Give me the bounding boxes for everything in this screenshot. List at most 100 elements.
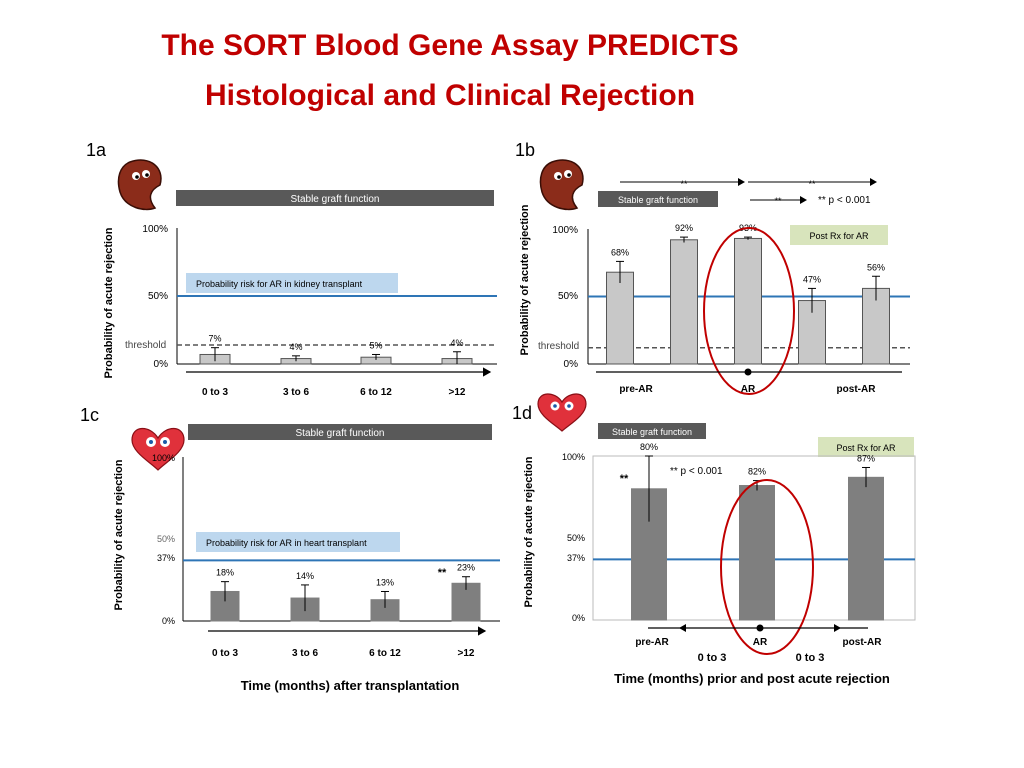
panel-1c: 1c Stable graft function Probability of … xyxy=(80,405,500,693)
panel-1c-category-label: 6 to 12 xyxy=(369,648,401,659)
panel-1b-group-pre-ar: pre-AR xyxy=(619,384,653,395)
panel-1c-value-label: 14% xyxy=(296,571,314,581)
panel-1a-label: 1a xyxy=(86,140,107,160)
panel-1b-sig-1: ** xyxy=(680,179,688,189)
panel-1b-ar-marker xyxy=(744,368,752,376)
panel-1b-bar xyxy=(734,237,762,365)
panel-1d-ar-marker xyxy=(756,624,764,632)
panel-1b-ylabel: Probability of acute rejection xyxy=(519,204,531,355)
panel-1b-ytick-100: 100% xyxy=(552,225,578,236)
panel-1d-note-box xyxy=(818,437,914,457)
panel-1b-note: Post Rx for AR xyxy=(809,231,869,241)
panel-1a-banner xyxy=(176,190,494,206)
panel-1d-highlight-ellipse xyxy=(720,479,814,655)
panel-1c-ytick-37: 37% xyxy=(157,553,175,563)
panel-1b-banner-text: Stable graft function xyxy=(618,195,698,205)
slide-title-line-1: The SORT Blood Gene Assay PREDICTS xyxy=(161,29,739,62)
panel-1d-post-window: 0 to 3 xyxy=(796,652,825,664)
panel-1b-sig-3: ** xyxy=(774,196,782,206)
panel-1d-banner-text: Stable graft function xyxy=(612,427,692,437)
slide-title-line-2: Histological and Clinical Rejection xyxy=(204,79,696,112)
panel-1b-sig-2: ** xyxy=(808,179,816,189)
panel-1b-threshold-label: threshold xyxy=(538,341,579,352)
panel-1a-value-label: 4% xyxy=(289,342,302,352)
panel-1b-value-label: 92% xyxy=(675,223,693,233)
panel-1b-value-label: 56% xyxy=(867,262,885,272)
panel-1c-banner xyxy=(188,424,492,440)
panel-1b-highlight-ellipse xyxy=(703,227,795,395)
panel-1a: 1a Stable graft function Probability of … xyxy=(86,140,497,398)
panel-1b-ytick-0: 0% xyxy=(564,359,579,370)
panel-1a-note-box xyxy=(186,273,398,293)
panel-1a-category-label: 3 to 6 xyxy=(283,387,310,398)
panel-1a-ylabel: Probability of acute rejection xyxy=(103,227,115,378)
panel-1b-value-label: 47% xyxy=(803,274,821,284)
panel-1b-group-ar: AR xyxy=(741,384,756,395)
heart-icon xyxy=(131,427,185,471)
panel-1d-note: Post Rx for AR xyxy=(836,443,896,453)
panel-1c-category-label: >12 xyxy=(458,648,475,659)
panel-1c-ytick-50: 50% xyxy=(157,534,175,544)
panel-1a-ytick-0: 0% xyxy=(154,359,169,370)
kidney-icon xyxy=(539,159,584,211)
panel-1c-ytick-0: 0% xyxy=(162,616,175,626)
panel-1b-group-post-ar: post-AR xyxy=(837,384,877,395)
panel-1c-sig: ** xyxy=(438,567,447,579)
panel-1c-value-label: 13% xyxy=(376,577,394,587)
panel-1d-pvalue: ** p < 0.001 xyxy=(670,466,723,477)
panel-1a-threshold-label: threshold xyxy=(125,340,166,351)
panel-1d-ytick-50: 50% xyxy=(567,533,585,543)
panel-1c-note-box xyxy=(196,532,400,552)
panel-1d-group-post-ar: post-AR xyxy=(843,637,883,648)
panel-1d-bar xyxy=(739,485,775,621)
panel-1b-banner xyxy=(598,191,718,207)
panel-1a-value-label: 4% xyxy=(450,338,463,348)
panel-1a-category-label: 0 to 3 xyxy=(202,387,229,398)
panel-1d-ytick-37: 37% xyxy=(567,553,585,563)
kidney-icon xyxy=(117,159,162,211)
panel-1d-value-label: 82% xyxy=(748,467,766,477)
panel-1a-category-label: 6 to 12 xyxy=(360,387,392,398)
panel-1d-group-pre-ar: pre-AR xyxy=(635,637,669,648)
panel-1a-ytick-100: 100% xyxy=(142,224,168,235)
panel-1c-category-label: 3 to 6 xyxy=(292,648,319,659)
panel-1b-label: 1b xyxy=(515,140,535,160)
panel-1a-value-label: 5% xyxy=(369,340,382,350)
panel-1d-group-ar: AR xyxy=(753,637,768,648)
panel-1b: 1b Stable graft function ** ** ** ** p <… xyxy=(515,140,910,395)
panel-1d-ytick-100: 100% xyxy=(562,452,585,462)
panel-1b-bar xyxy=(606,271,634,365)
panel-1c-ylabel: Probability of acute rejection xyxy=(113,459,125,610)
panel-1a-category-label: >12 xyxy=(449,387,466,398)
panel-1b-note-box xyxy=(790,225,888,245)
panel-1b-bar xyxy=(862,287,890,365)
panel-1b-value-label: 68% xyxy=(611,247,629,257)
panel-1d-sig: ** xyxy=(620,473,629,485)
panel-1c-value-label: 23% xyxy=(457,563,475,573)
panel-1a-value-label: 7% xyxy=(208,334,221,344)
panel-1a-ytick-50: 50% xyxy=(148,291,168,302)
panel-1c-category-label: 0 to 3 xyxy=(212,648,239,659)
panel-1a-banner-text: Stable graft function xyxy=(291,194,380,205)
panel-1c-bar xyxy=(451,582,481,622)
panel-1d-xlabel: Time (months) prior and post acute rejec… xyxy=(614,671,890,686)
panel-1b-ytick-50: 50% xyxy=(558,291,578,302)
panel-1d-label: 1d xyxy=(512,403,532,423)
panel-1c-banner-text: Stable graft function xyxy=(296,428,385,439)
panel-1c-value-label: 18% xyxy=(216,568,234,578)
panel-1d-value-label: 87% xyxy=(857,453,875,463)
panel-1c-label: 1c xyxy=(80,405,99,425)
panel-1c-xlabel: Time (months) after transplantation xyxy=(241,678,460,693)
panel-1b-pvalue: ** p < 0.001 xyxy=(818,195,871,206)
panel-1b-bar xyxy=(670,239,698,365)
panel-1d: 1d Stable graft function Post Rx for AR … xyxy=(512,393,916,686)
panel-1d-ylabel: Probability of acute rejection xyxy=(523,456,535,607)
panel-1d-value-label: 80% xyxy=(640,442,658,452)
heart-icon xyxy=(537,393,587,432)
panel-1d-ytick-0: 0% xyxy=(572,613,585,623)
panel-1c-ytick-100: 100% xyxy=(152,453,175,463)
panel-1d-bar xyxy=(848,476,884,621)
panel-1d-pre-window: 0 to 3 xyxy=(698,652,727,664)
panel-1d-banner xyxy=(598,423,706,439)
